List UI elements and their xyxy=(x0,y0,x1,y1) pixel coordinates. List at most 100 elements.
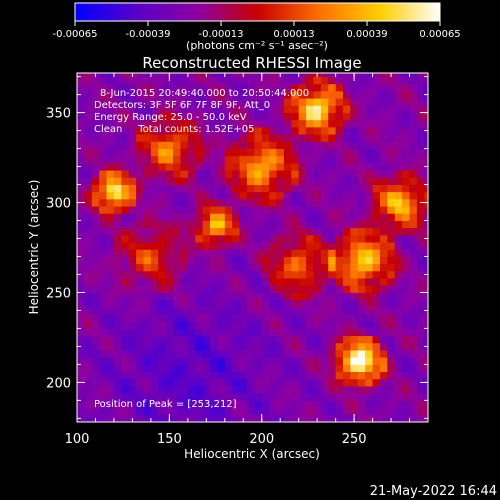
heatmap-cell xyxy=(224,83,233,92)
heatmap-cell xyxy=(416,407,425,416)
heatmap-cell xyxy=(320,148,329,157)
heatmap-cell xyxy=(136,126,144,135)
heatmap-cell xyxy=(335,155,344,164)
heatmap-cell xyxy=(372,292,381,301)
heatmap-cell xyxy=(84,350,93,358)
heatmap-cell xyxy=(313,249,322,257)
heatmap-cell xyxy=(424,278,428,286)
heatmap-cell xyxy=(217,191,226,200)
heatmap-cell xyxy=(136,177,144,185)
heatmap-cell xyxy=(136,220,144,229)
heatmap-cell xyxy=(128,278,137,286)
heatmap-cell xyxy=(239,98,248,106)
heatmap-cell xyxy=(372,350,381,358)
heatmap-cell xyxy=(195,364,204,373)
heatmap-cell xyxy=(128,407,137,416)
heatmap-cell xyxy=(158,278,167,286)
heatmap-cell xyxy=(335,234,344,243)
heatmap-cell xyxy=(372,270,381,279)
heatmap-cell xyxy=(283,134,292,142)
heatmap-cell xyxy=(217,299,226,308)
heatmap-cell xyxy=(416,400,425,409)
heatmap-cell xyxy=(77,184,85,193)
heatmap-cell xyxy=(210,220,218,229)
heatmap-cell xyxy=(291,148,300,157)
heatmap-cell xyxy=(150,342,159,351)
heatmap-cell xyxy=(343,73,351,77)
heatmap-cell xyxy=(402,134,410,142)
heatmap-cell xyxy=(276,342,285,351)
heatmap-cell xyxy=(291,155,300,164)
heatmap-cell xyxy=(283,386,292,394)
heatmap-cell xyxy=(328,285,337,293)
heatmap-cell xyxy=(195,227,204,236)
heatmap-cell xyxy=(224,378,233,387)
heatmap-cell xyxy=(402,256,410,265)
heatmap-cell xyxy=(254,112,263,121)
heatmap-cell xyxy=(379,407,388,416)
heatmap-cell xyxy=(372,213,381,221)
heatmap-cell xyxy=(416,227,425,236)
heatmap-cell xyxy=(335,378,344,387)
heatmap-cell xyxy=(136,90,144,99)
heatmap-cell xyxy=(173,191,181,200)
heatmap-cell xyxy=(202,206,211,214)
heatmap-cell xyxy=(416,112,425,121)
heatmap-cell xyxy=(254,278,263,286)
heatmap-cell xyxy=(291,126,300,135)
heatmap-cell xyxy=(298,299,307,308)
heatmap-cell xyxy=(291,90,300,99)
heatmap-cell xyxy=(77,314,85,322)
heatmap-cell xyxy=(143,170,152,178)
heatmap-cell xyxy=(77,206,85,214)
heatmap-cell xyxy=(298,335,307,344)
heatmap-cell xyxy=(416,191,425,200)
heatmap-cell xyxy=(328,386,337,394)
heatmap-cell xyxy=(187,191,196,200)
heatmap-cell xyxy=(202,148,211,157)
heatmap-cell xyxy=(99,177,107,185)
heatmap-cell xyxy=(416,299,425,308)
heatmap-cell xyxy=(143,342,152,351)
heatmap-cell xyxy=(173,155,181,164)
heatmap-cell xyxy=(77,105,85,113)
heatmap-cell xyxy=(187,220,196,229)
heatmap-cell xyxy=(269,119,277,128)
heatmap-cell xyxy=(320,400,329,409)
heatmap-cell xyxy=(387,198,396,207)
heatmap-cell xyxy=(365,407,373,416)
heatmap-cell xyxy=(173,292,181,301)
heatmap-cell xyxy=(269,292,277,301)
heatmap-cell xyxy=(365,249,373,257)
heatmap-cell xyxy=(394,386,403,394)
heatmap-cell xyxy=(121,227,130,236)
heatmap-cell xyxy=(379,198,388,207)
heatmap-cell xyxy=(283,227,292,236)
heatmap-cell xyxy=(306,378,314,387)
heatmap-cell xyxy=(320,227,329,236)
heatmap-cell xyxy=(106,198,115,207)
heatmap-cell xyxy=(113,350,122,358)
heatmap-cell xyxy=(195,393,204,401)
heatmap-cell xyxy=(121,206,130,214)
heatmap-cell xyxy=(269,198,277,207)
heatmap-cell xyxy=(128,148,137,157)
heatmap-cell xyxy=(239,83,248,92)
heatmap-cell xyxy=(91,306,100,315)
heatmap-cell xyxy=(187,371,196,380)
heatmap-cell xyxy=(402,335,410,344)
heatmap-cell xyxy=(150,170,159,178)
heatmap-cell xyxy=(165,162,174,171)
heatmap-cell xyxy=(217,407,226,416)
heatmap-cell xyxy=(254,335,263,344)
heatmap-cell xyxy=(180,234,189,243)
heatmap-cell xyxy=(409,213,418,221)
heatmap-cell xyxy=(320,76,329,85)
heatmap-cell xyxy=(328,414,337,422)
heatmap-cell xyxy=(232,393,240,401)
heatmap-cell xyxy=(409,400,418,409)
heatmap-cell xyxy=(387,335,396,344)
heatmap-cell xyxy=(84,112,93,121)
heatmap-cell xyxy=(269,342,277,351)
heatmap-cell xyxy=(113,242,122,250)
